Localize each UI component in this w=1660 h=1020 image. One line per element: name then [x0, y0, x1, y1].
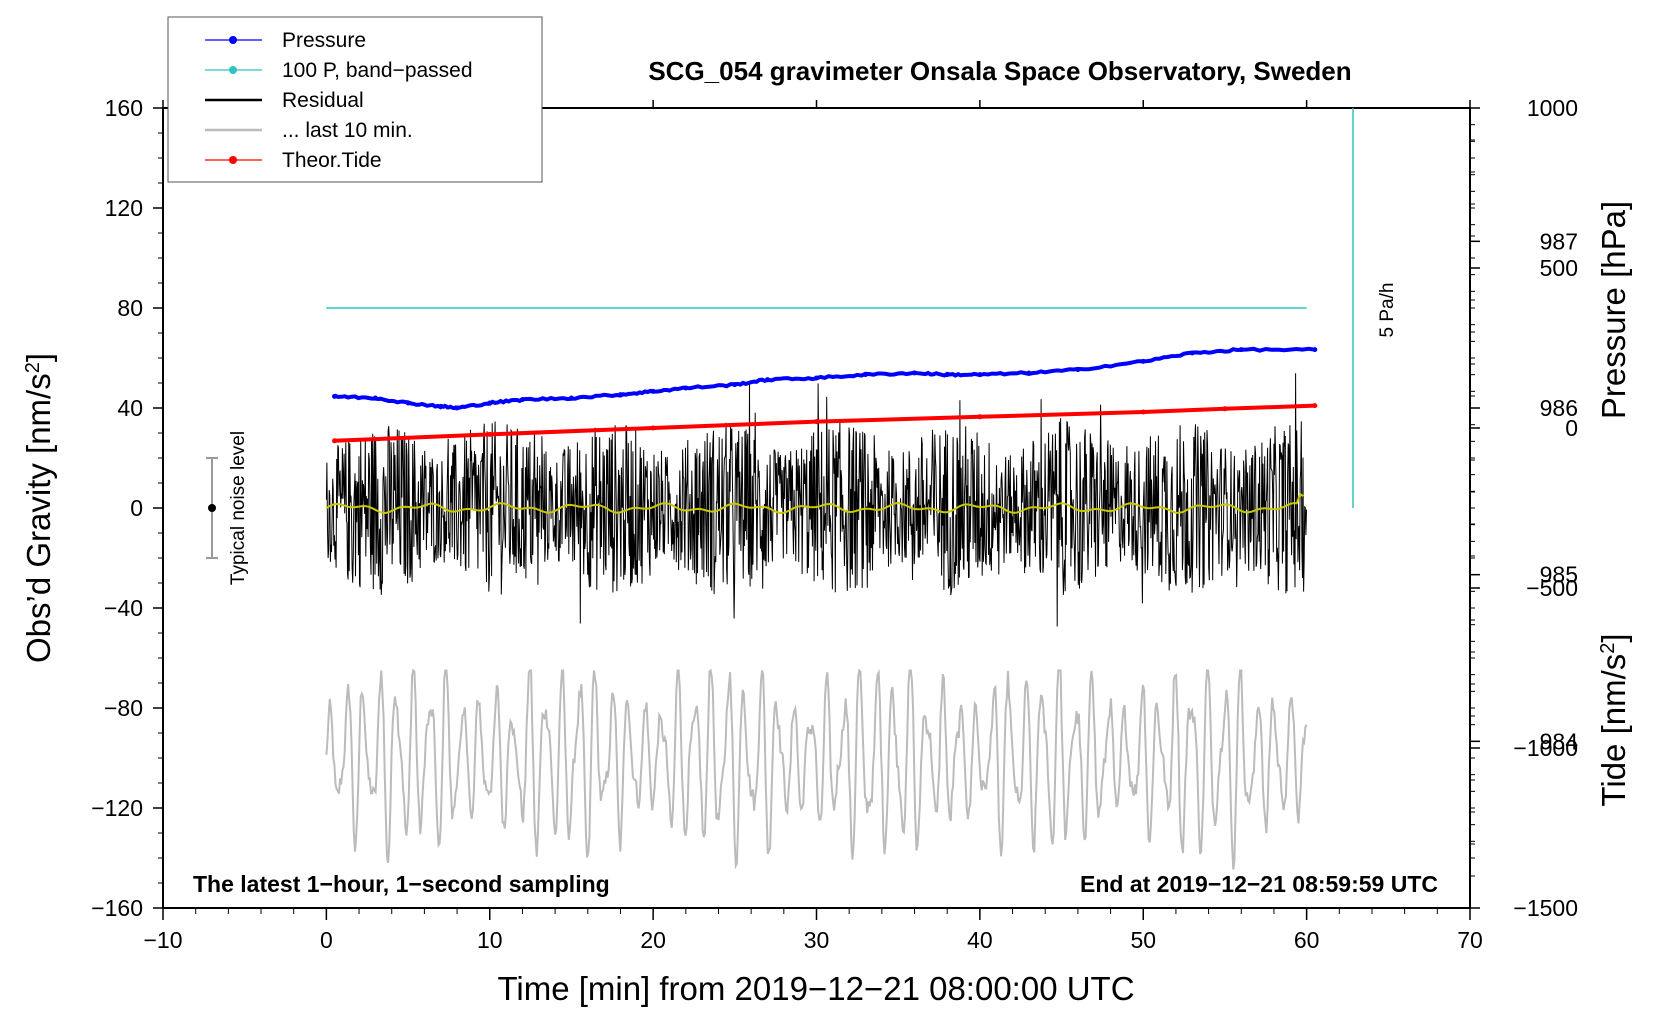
tide-tick-label: 500	[1540, 255, 1578, 281]
series-group	[325, 307, 1318, 870]
series-pressure	[333, 346, 1316, 411]
pressure-point	[405, 400, 411, 406]
y-tick-label: 0	[130, 495, 143, 521]
pressure-tick-label: 984	[1540, 728, 1579, 754]
noise-bar-center	[208, 504, 217, 512]
pressure-point	[617, 392, 623, 398]
tide-point	[1140, 409, 1146, 415]
pressure-point	[977, 372, 983, 378]
y-tick-label: −80	[104, 695, 143, 721]
x-tick-label: 50	[1130, 927, 1156, 953]
y-axis-title-tide: Tide [nm/s2]	[1595, 633, 1632, 806]
pressure-point	[568, 395, 574, 401]
tide-point	[977, 414, 983, 420]
gravity-label-end: ]	[20, 353, 57, 362]
tide-label-main: Tide [nm/s	[1595, 654, 1632, 807]
series-theor-tide	[334, 403, 1315, 443]
pressure-point	[1312, 347, 1318, 353]
tide-tick-label: −1000	[1513, 735, 1578, 761]
pressure-point	[732, 382, 738, 388]
tide-tick-label: −1500	[1513, 895, 1578, 921]
tide-point	[1222, 406, 1228, 412]
ticks-group: −10 0 10 20 30 40 50 60 70 −160 −120 −80 −40 0 40 80 120…	[91, 95, 1578, 953]
series-residual-smoothed	[325, 492, 1304, 515]
tide-point	[650, 425, 656, 431]
y-axis-title-pressure: Pressure [hPa]	[1595, 201, 1632, 419]
y-axis-title-gravity: Obs’d Gravity [nm/s2]	[20, 353, 57, 663]
pressure-point	[1189, 350, 1195, 356]
legend-swatch-dot	[229, 36, 237, 44]
pressure-point	[764, 377, 770, 383]
series-last-10min	[325, 668, 1308, 870]
x-tick-label: 30	[804, 927, 830, 953]
legend-label: Theor.Tide	[282, 149, 382, 172]
pressure-point	[863, 372, 869, 378]
pressure-point	[454, 405, 460, 411]
tide-point	[487, 431, 493, 437]
x-tick-label: 60	[1294, 927, 1320, 953]
gravity-label-sup: 2	[22, 362, 44, 373]
legend-swatch-dot	[229, 66, 237, 74]
tide-tick-label: 1000	[1527, 95, 1578, 121]
chart-title: SCG_054 gravimeter Onsala Space Observat…	[648, 56, 1351, 86]
legend-label: ... last 10 min.	[282, 119, 413, 142]
y-tick-label: 160	[105, 95, 143, 121]
pressure-point	[912, 370, 918, 376]
legend: Pressure 100 P, band−passed Residual ... la…	[167, 16, 543, 183]
tide-point	[332, 438, 338, 444]
pressure-point	[814, 375, 819, 381]
pressure-point	[519, 397, 525, 403]
y-tick-label: −40	[104, 595, 143, 621]
series-residual	[325, 373, 1307, 627]
pressure-point	[683, 385, 689, 391]
pressure-tick-label: 987	[1540, 228, 1578, 254]
pressure-tick-label: 986	[1540, 395, 1578, 421]
tide-label-end: ]	[1595, 633, 1632, 642]
pressure-point	[650, 388, 656, 394]
pressure-point	[332, 393, 338, 399]
pressure-tick-label: 985	[1540, 562, 1578, 588]
gravity-label-main: Obs’d Gravity [nm/s	[20, 373, 57, 663]
pressure-point	[487, 400, 493, 406]
pressure-point	[1075, 367, 1081, 373]
x-tick-label: 20	[640, 927, 666, 953]
tide-tick-label: 0	[1565, 415, 1578, 441]
tide-label-sup: 2	[1597, 643, 1619, 654]
x-axis-title: Time [min] from 2019−12−21 08:00:00 UTC	[497, 970, 1134, 1007]
y-tick-label: 120	[105, 195, 143, 221]
pressure-point	[944, 372, 950, 378]
pressure-point	[1026, 370, 1032, 376]
noise-bar: Typical noise level	[206, 431, 249, 585]
pressure-point	[1238, 347, 1244, 353]
noise-bar-label: Typical noise level	[228, 431, 249, 585]
pressure-point	[438, 403, 444, 409]
y-tick-label: 80	[117, 295, 143, 321]
y-tick-label: 40	[117, 395, 143, 421]
tide-point	[1312, 403, 1318, 409]
pressure-point	[1140, 358, 1146, 364]
y-tick-label: −120	[91, 795, 143, 821]
x-tick-label: 40	[967, 927, 993, 953]
pressure-point	[372, 395, 378, 401]
legend-label: 100 P, band−passed	[282, 59, 473, 82]
x-tick-label: 0	[320, 927, 333, 953]
annotation-end-time: End at 2019−12−21 08:59:59 UTC	[1080, 871, 1438, 897]
legend-swatch-dot	[229, 156, 237, 164]
annotation-sampling: The latest 1−hour, 1−second sampling	[193, 871, 610, 897]
legend-label: Pressure	[282, 29, 366, 52]
pressure-rate-label: 5 Pa/h	[1377, 283, 1398, 338]
y-tick-label: −160	[91, 895, 143, 921]
legend-label: Residual	[282, 89, 364, 112]
x-tick-label: 70	[1457, 927, 1483, 953]
x-tick-label: −10	[143, 927, 182, 953]
tide-point	[814, 419, 819, 425]
tide-tick-label: −500	[1526, 575, 1578, 601]
x-tick-label: 10	[477, 927, 503, 953]
